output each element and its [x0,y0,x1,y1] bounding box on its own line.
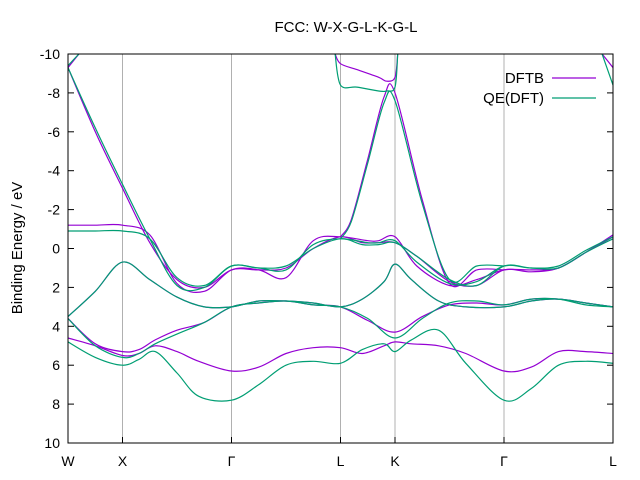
band-line-1-2 [68,261,613,318]
band-line-1-5 [339,90,505,283]
y-tick-label: 4 [52,318,60,334]
x-tick-label: L [337,453,345,469]
band-line-1-7 [68,54,80,67]
y-axis-ticks: -10 -8 -6 -4 -2 0 2 4 6 8 10 [40,46,613,451]
x-tick-label: Γ [500,453,508,469]
chart-title: FCC: W-X-G-L-K-G-L [274,19,417,36]
legend-label-1: QE(DFT) [483,90,544,107]
y-tick-label: 8 [52,396,60,412]
x-tick-label: K [390,453,400,469]
legend-label-0: DFTB [505,70,544,87]
y-tick-label: 10 [44,435,60,451]
y-tick-label: -6 [48,124,61,140]
band-line-0-8 [601,54,613,68]
x-tick-label: L [609,453,617,469]
y-tick-label: -2 [48,202,61,218]
y-tick-label: -8 [48,85,61,101]
band-line-1-0 [68,328,613,402]
y-axis-label: Binding Energy / eV [9,182,26,315]
x-tick-label: X [118,453,128,469]
band-line-0-5 [339,83,505,288]
series-1 [68,54,613,402]
grid-lines [122,54,505,443]
y-tick-label: 6 [52,357,60,373]
legend: DFTB QE(DFT) [483,70,596,107]
band-line-1-6 [334,54,399,93]
y-tick-label: 0 [52,241,60,257]
x-tick-label: Γ [228,453,236,469]
x-tick-label: W [61,453,75,469]
y-tick-label: -10 [40,46,60,62]
band-line-0-6 [334,54,399,82]
band-line-1-8 [601,54,613,86]
band-line-1-4 [68,67,613,292]
y-tick-label: -4 [48,163,61,179]
series-lines [68,54,613,402]
y-tick-label: 2 [52,279,60,295]
